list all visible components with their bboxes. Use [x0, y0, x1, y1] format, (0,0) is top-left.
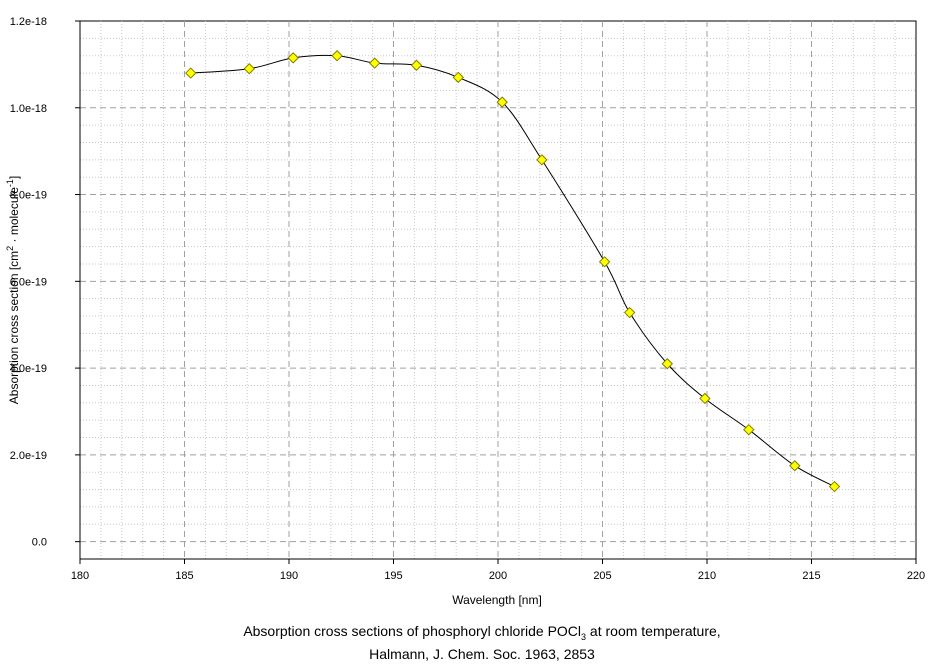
figure-caption-line1: Absorption cross sections of phosphoryl … [243, 623, 720, 642]
x-tick-label: 215 [802, 570, 820, 582]
data-point-marker [789, 460, 801, 472]
data-point-marker [598, 256, 611, 268]
caption-line1-subscript: 3 [581, 632, 586, 642]
data-point-marker [331, 50, 343, 62]
data-point-marker [452, 71, 464, 84]
y-axis-title: Absorption cross section [cm2 · molecule… [5, 176, 21, 404]
y-axis-title-part1: Absorption cross section [cm [7, 251, 21, 404]
x-axis-title: Wavelength [nm] [452, 593, 542, 607]
x-tick-label: 185 [175, 570, 193, 582]
data-point-marker [287, 52, 299, 64]
data-points [185, 50, 841, 493]
x-axis-ticks: 180 185 190 195 200 205 210 215 220 [71, 559, 925, 582]
caption-line1-part2: at room temperature, [586, 623, 721, 639]
data-point-marker [828, 480, 841, 493]
y-tick-label: 1.2e-18 [10, 16, 47, 28]
plot-area [79, 20, 917, 560]
x-tick-label: 190 [280, 570, 298, 582]
data-point-marker [743, 423, 755, 436]
x-tick-label: 195 [384, 570, 402, 582]
data-point-marker [368, 57, 381, 69]
figure-caption-line2: Halmann, J. Chem. Soc. 1963, 2853 [369, 646, 595, 662]
y-axis-title-part3: ] [7, 176, 21, 179]
y-tick-label: 6.0e-19 [10, 276, 47, 288]
y-axis-title-part2: · molecule [7, 187, 21, 246]
minor-gridlines [80, 21, 916, 560]
data-point-marker [185, 67, 197, 79]
y-tick-label: 0.0 [32, 537, 47, 549]
y-tick-label: 4.0e-19 [10, 363, 47, 375]
y-axis-title-sup2: -1 [5, 179, 15, 187]
y-tick-label: 2.0e-19 [10, 450, 47, 462]
data-point-marker [410, 59, 423, 71]
x-tick-label: 200 [489, 570, 507, 582]
y-tick-label: 8.0e-19 [10, 190, 47, 202]
y-axis-title-sup1: 2 [5, 246, 15, 251]
x-tick-label: 210 [698, 570, 716, 582]
data-point-marker [623, 306, 636, 319]
x-tick-label: 220 [907, 570, 925, 582]
data-point-marker [536, 154, 548, 166]
x-tick-label: 205 [593, 570, 611, 582]
x-tick-label: 180 [71, 570, 89, 582]
caption-line1-part1: Absorption cross sections of phosphoryl … [243, 623, 581, 639]
data-point-marker [496, 96, 508, 108]
series-line [190, 54, 835, 487]
data-point-marker [661, 358, 673, 370]
y-axis-ticks: 0.0 2.0e-19 4.0e-19 6.0e-19 8.0e-19 1.0e-18 1.… [10, 16, 80, 549]
data-point-marker [243, 63, 255, 75]
data-point-marker [699, 392, 711, 405]
y-tick-label: 1.0e-18 [10, 103, 47, 115]
